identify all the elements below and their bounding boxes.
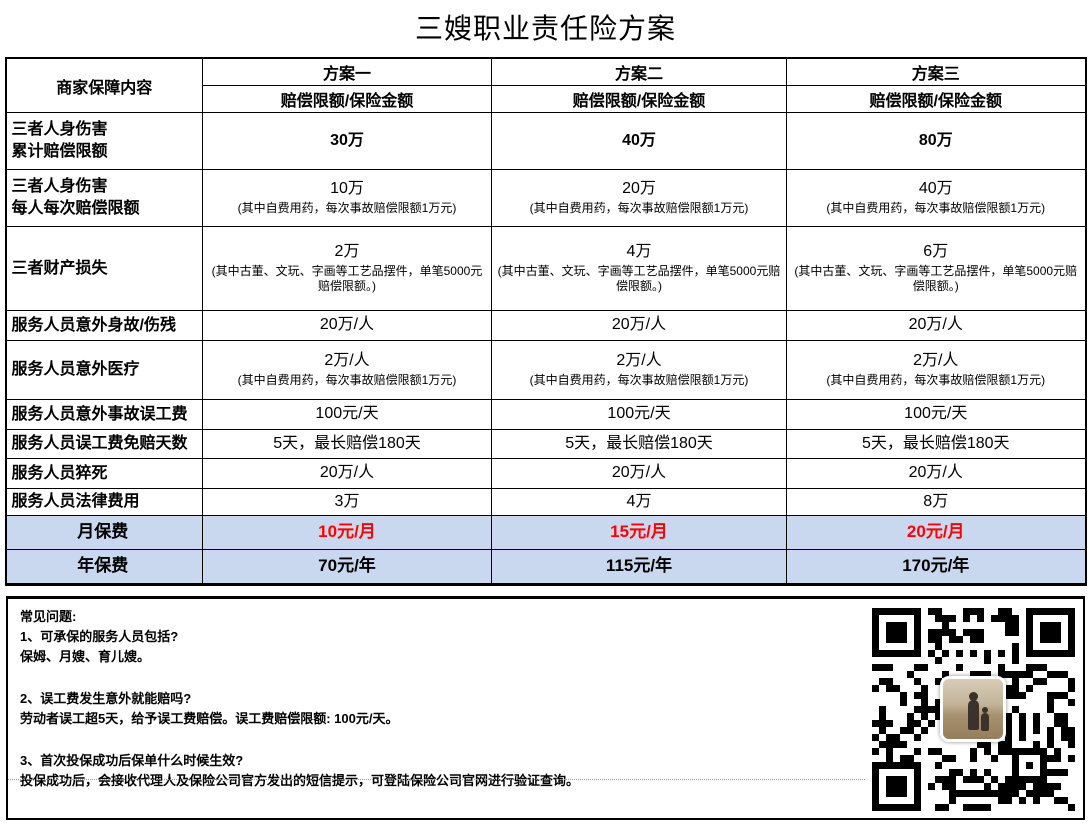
cell-value: 70元/年 — [202, 549, 492, 585]
cell-value: 2万/人 (其中自费用药，每次事故赔偿限额1万元) — [491, 340, 787, 400]
row-label: 服务人员法律费用 — [5, 488, 203, 516]
table-row: 服务人员误工费免赔天数 5天，最长赔偿180天 5天，最长赔偿180天 5天，最… — [5, 429, 1086, 459]
person-silhouette — [968, 692, 979, 730]
page-title: 三嫂职业责任险方案 — [414, 13, 676, 44]
plan2-subheader: 赔偿限额/保险金额 — [491, 85, 787, 113]
cell-value: 20万 (其中自费用药，每次事故赔偿限额1万元) — [491, 169, 787, 227]
faq-question-1: 1、可承保的服务人员包括? — [20, 629, 179, 644]
table-row: 服务人员意外医疗 2万/人 (其中自费用药，每次事故赔偿限额1万元) 2万/人 (其… — [5, 340, 1086, 400]
insurance-plan-sheet: 三嫂职业责任险方案 商家保障内容 方案一 方案二 方案三 赔偿限额/保险金额 赔… — [0, 9, 1091, 824]
table-row: 三者人身伤害 累计赔偿限额 30万 40万 80万 — [5, 112, 1086, 170]
cell-value: 6万 (其中古董、文玩、字画等工艺品摆件，单笔5000元赔偿限额。) — [786, 226, 1086, 311]
table-row: 服务人员意外身故/伤残 20万/人 20万/人 20万/人 — [5, 310, 1086, 341]
cell-value: 10万 (其中自费用药，每次事故赔偿限额1万元) — [202, 169, 492, 227]
cell-value: 20万/人 — [786, 458, 1086, 489]
table-row: 服务人员意外事故误工费 100元/天 100元/天 100元/天 — [5, 399, 1086, 430]
row-label: 服务人员猝死 — [5, 458, 203, 489]
page-break-dotted-line — [8, 779, 1031, 780]
table-row: 服务人员猝死 20万/人 20万/人 20万/人 — [5, 458, 1086, 489]
row-label: 月保费 — [5, 515, 203, 550]
faq-question-3: 3、首次投保成功后保单什么时候生效? — [20, 753, 244, 768]
person-silhouette — [981, 707, 989, 731]
cell-value: 20元/月 — [786, 515, 1086, 550]
cell-value: 20万/人 — [491, 458, 787, 489]
cell-value: 5天，最长赔偿180天 — [491, 429, 787, 459]
faq-answer-2: 劳动者误工超5天，给予误工费赔偿。误工费赔偿限额: 100元/天。 — [20, 711, 399, 726]
monthly-premium-row: 月保费 10元/月 15元/月 20元/月 — [5, 515, 1086, 550]
plan3-subheader: 赔偿限额/保险金额 — [786, 85, 1086, 113]
cell-value: 3万 — [202, 488, 492, 516]
cell-value: 30万 — [202, 112, 492, 170]
row-label: 三者人身伤害 每人每次赔偿限额 — [5, 169, 203, 227]
row-label: 服务人员意外医疗 — [5, 340, 203, 400]
cell-value: 100元/天 — [202, 399, 492, 430]
qr-code-pattern — [871, 607, 1075, 811]
row-label: 服务人员意外身故/伤残 — [5, 310, 203, 341]
annual-premium-row: 年保费 70元/年 115元/年 170元/年 — [5, 549, 1086, 585]
row-label: 服务人员误工费免赔天数 — [5, 429, 203, 459]
faq-heading: 常见问题: — [20, 609, 77, 624]
faq-section: 常见问题: 1、可承保的服务人员包括? 保姆、月嫂、育儿嫂。 2、误工费发生意外… — [6, 596, 1085, 820]
plan2-header: 方案二 — [491, 57, 787, 86]
cell-value: 2万/人 (其中自费用药，每次事故赔偿限额1万元) — [786, 340, 1086, 400]
row-label: 三者人身伤害 累计赔偿限额 — [5, 112, 203, 170]
cell-value: 20万/人 — [491, 310, 787, 341]
faq-question-2: 2、误工费发生意外就能赔吗? — [20, 691, 192, 706]
cell-value: 20万/人 — [786, 310, 1086, 341]
cell-value: 20万/人 — [202, 458, 492, 489]
row-label: 三者财产损失 — [5, 226, 203, 311]
cell-value: 115元/年 — [491, 549, 787, 585]
cell-value: 5天，最长赔偿180天 — [786, 429, 1086, 459]
qr-center-photo — [940, 676, 1006, 742]
cell-value: 40万 — [491, 112, 787, 170]
cell-value: 2万/人 (其中自费用药，每次事故赔偿限额1万元) — [202, 340, 492, 400]
plan3-header: 方案三 — [786, 57, 1086, 86]
cell-value: 8万 — [786, 488, 1086, 516]
row-label: 服务人员意外事故误工费 — [5, 399, 203, 430]
faq-answer-3: 投保成功后，会接收代理人及保险公司官方发出的短信提示，可登陆保险公司官网进行验证… — [20, 773, 580, 788]
cell-value: 100元/天 — [786, 399, 1086, 430]
cell-value: 100元/天 — [491, 399, 787, 430]
cell-value: 10元/月 — [202, 515, 492, 550]
cell-value: 170元/年 — [786, 549, 1086, 585]
qr-code-icon — [865, 601, 1081, 817]
cell-value: 2万 (其中古董、文玩、字画等工艺品摆件，单笔5000元赔偿限额。) — [202, 226, 492, 311]
corner-header: 商家保障内容 — [5, 57, 203, 113]
cell-value: 20万/人 — [202, 310, 492, 341]
table-row: 三者财产损失 2万 (其中古董、文玩、字画等工艺品摆件，单笔5000元赔偿限额。)… — [5, 226, 1086, 311]
row-label: 年保费 — [5, 549, 203, 585]
faq-answer-1: 保姆、月嫂、育儿嫂。 — [20, 649, 151, 664]
cell-value: 40万 (其中自费用药，每次事故赔偿限额1万元) — [786, 169, 1086, 227]
plan-comparison-table: 商家保障内容 方案一 方案二 方案三 赔偿限额/保险金额 赔偿限额/保险金额 赔… — [4, 57, 1087, 586]
plan1-header: 方案一 — [202, 57, 492, 86]
cell-value: 4万 (其中古董、文玩、字画等工艺品摆件，单笔5000元赔偿限额。) — [491, 226, 787, 311]
table-row: 服务人员法律费用 3万 4万 8万 — [5, 488, 1086, 516]
cell-value: 15元/月 — [491, 515, 787, 550]
table-row: 三者人身伤害 每人每次赔偿限额 10万 (其中自费用药，每次事故赔偿限额1万元) … — [5, 169, 1086, 227]
cell-value: 5天，最长赔偿180天 — [202, 429, 492, 459]
cell-value: 4万 — [491, 488, 787, 516]
cell-value: 80万 — [786, 112, 1086, 170]
plan1-subheader: 赔偿限额/保险金额 — [202, 85, 492, 113]
